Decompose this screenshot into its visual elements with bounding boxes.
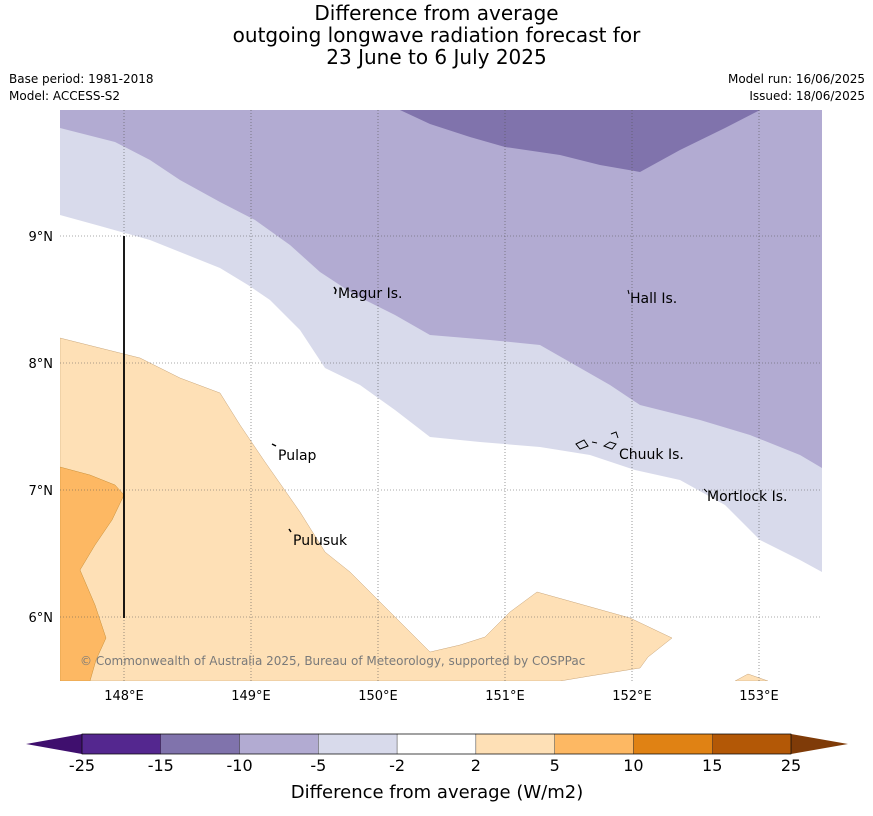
lat-axis: 9°N 8°N 7°N 6°N [29, 230, 54, 626]
island-mortlock [703, 488, 708, 493]
colorbar-segment [712, 733, 792, 755]
colorbar-label: Difference from average (W/m2) [291, 782, 583, 803]
contour-medium-lavender [60, 110, 822, 468]
island-chuuk [575, 431, 619, 450]
colorbar-tick-label: 15 [702, 756, 722, 775]
place-label: Mortlock Is. [707, 489, 787, 505]
contour-light-orange [60, 337, 673, 681]
place-label: Pulusuk [293, 533, 348, 549]
contour-dark-lavender [400, 110, 760, 172]
lon-tick-label: 152°E [612, 689, 652, 704]
colorbar-segment [318, 733, 398, 755]
issued-date: Issued: 18/06/2025 [749, 89, 865, 103]
model-run: Model run: 16/06/2025 [727, 72, 865, 86]
colorbar-tick-label: 5 [550, 756, 560, 775]
title-line-2: outgoing longwave radiation forecast for [232, 23, 641, 47]
island-pulap [271, 443, 277, 447]
lon-tick-label: 150°E [358, 689, 398, 704]
lon-axis: 148°E 149°E 150°E 151°E 152°E 153°E [104, 689, 779, 704]
lon-tick-label: 148°E [104, 689, 144, 704]
place-label: Pulap [278, 448, 317, 464]
base-period: Base period: 1981-2018 [9, 72, 154, 86]
island-magur [333, 286, 337, 295]
lon-tick-label: 153°E [739, 689, 779, 704]
map-area: Magur Is. Hall Is. Pulap Chuuk Is. Mortl… [60, 110, 822, 681]
title-line-3: 23 June to 6 July 2025 [326, 45, 547, 69]
colorbar-tick-label: -15 [148, 756, 174, 775]
contour-light-orange-patch [734, 673, 769, 681]
model-name: Model: ACCESS-S2 [9, 89, 121, 103]
place-label: Chuuk Is. [619, 447, 684, 463]
lon-tick-label: 151°E [485, 689, 525, 704]
place-label: Magur Is. [338, 286, 403, 302]
colorbar-segment [81, 733, 161, 755]
lat-tick-label: 7°N [29, 484, 54, 499]
colorbar-extend-low [26, 734, 82, 754]
colorbar-tick-label: -10 [226, 756, 252, 775]
island-pulusuk [288, 528, 292, 533]
colorbar-segment [160, 733, 240, 755]
lat-tick-label: 6°N [29, 611, 54, 626]
colorbar-tick-label: 10 [623, 756, 643, 775]
colorbar-tick-label: -5 [310, 756, 326, 775]
island-hall [627, 289, 630, 295]
colorbar-segment [475, 733, 555, 755]
colorbar-tick-label: -25 [69, 756, 95, 775]
lat-tick-label: 9°N [29, 230, 54, 245]
colorbar: -25 -15 -10 -5 -2 2 5 10 15 25 [26, 733, 848, 775]
colorbar-tick-label: -2 [389, 756, 405, 775]
colorbar-segment [239, 733, 319, 755]
copyright-notice: © Commonwealth of Australia 2025, Bureau… [80, 654, 585, 668]
colorbar-segment [396, 733, 477, 755]
contour-orange [60, 466, 125, 681]
colorbar-segment [554, 733, 634, 755]
colorbar-tick-label: 2 [471, 756, 481, 775]
colorbar-extend-high [791, 734, 848, 754]
lon-tick-label: 149°E [231, 689, 271, 704]
colorbar-segment [633, 733, 713, 755]
colorbar-outline [81, 733, 792, 755]
place-label: Hall Is. [630, 291, 677, 307]
lat-tick-label: 8°N [29, 357, 54, 372]
title-line-1: Difference from average [314, 1, 559, 25]
colorbar-tick-label: 25 [781, 756, 801, 775]
